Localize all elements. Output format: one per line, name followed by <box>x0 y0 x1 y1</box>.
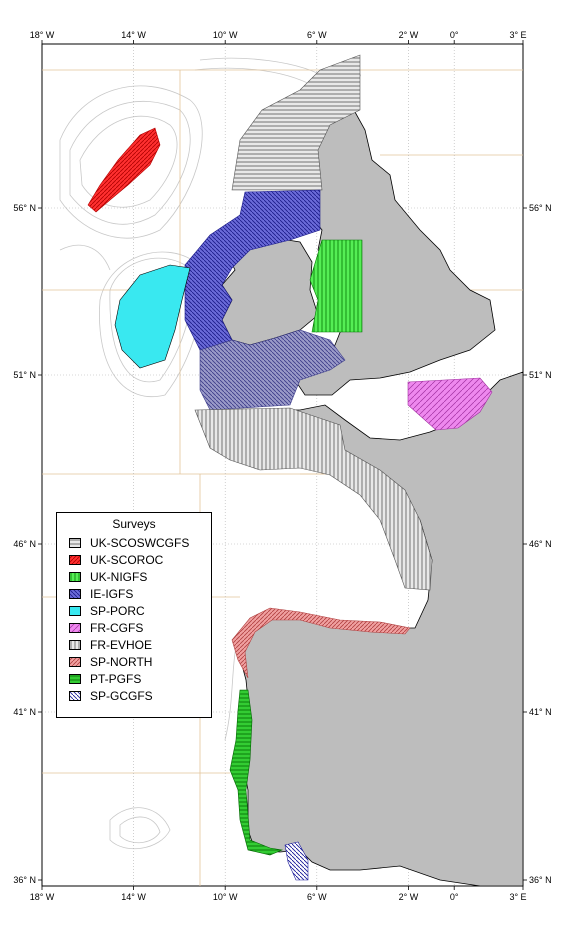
lon-label-bottom: 10° W <box>213 892 238 902</box>
legend-label: UK-NIGFS <box>90 570 148 584</box>
lat-label-left: 46° N <box>13 539 36 549</box>
legend: Surveys UK-SCOSWCGFS UK-SCOROC UK-NIGFS … <box>56 512 212 718</box>
lon-label-top: 3° E <box>509 30 526 40</box>
lon-label-bottom: 14° W <box>121 892 146 902</box>
lon-label-bottom: 2° W <box>399 892 419 902</box>
lat-label-left: 41° N <box>13 707 36 717</box>
area-sp-gcgfs <box>284 841 309 881</box>
lon-labels-bottom: 18° W 14° W 10° W 6° W 2° W 0° 3° E <box>30 892 527 902</box>
legend-item: UK-SCOSWCGFS <box>57 535 211 552</box>
axis-ticks <box>38 40 527 890</box>
lon-label-bottom: 6° W <box>307 892 327 902</box>
area-fr-evhoe <box>194 407 433 591</box>
swatch-grid-pink <box>69 623 81 633</box>
legend-item: UK-NIGFS <box>57 569 211 586</box>
lat-label-left: 36° N <box>13 875 36 885</box>
legend-label: PT-PGFS <box>90 672 142 686</box>
swatch-hlines-green <box>69 674 81 684</box>
lat-labels-right: 56° N 51° N 46° N 41° N 36° N <box>529 203 552 885</box>
legend-label: SP-NORTH <box>90 655 153 669</box>
lon-label-bottom: 18° W <box>30 892 55 902</box>
legend-item: PT-PGFS <box>57 671 211 688</box>
lon-label-bottom: 0° <box>450 892 459 902</box>
legend-item: SP-NORTH <box>57 654 211 671</box>
legend-label: IE-IGFS <box>90 587 134 601</box>
lon-label-top: 14° W <box>121 30 146 40</box>
legend-title: Surveys <box>112 517 156 531</box>
lat-label-right: 36° N <box>529 875 552 885</box>
legend-item: IE-IGFS <box>57 586 211 603</box>
legend-item: UK-SCOROC <box>57 552 211 569</box>
lat-label-right: 41° N <box>529 707 552 717</box>
area-pt-pgfs <box>229 689 284 856</box>
lat-label-left: 51° N <box>13 370 36 380</box>
survey-areas <box>87 54 493 881</box>
area-sp-north <box>231 607 411 679</box>
swatch-diag-pink <box>69 657 81 667</box>
area-sp-porc <box>114 264 191 369</box>
lat-label-left: 56° N <box>13 203 36 213</box>
area-uk-scoroc <box>87 127 161 213</box>
lon-label-bottom: 3° E <box>509 892 526 902</box>
legend-label: FR-EVHOE <box>90 638 153 652</box>
swatch-diag-red <box>69 555 81 565</box>
lat-label-right: 51° N <box>529 370 552 380</box>
swatch-antidiag-navy <box>69 691 81 701</box>
area-fr-cgfs <box>407 377 493 431</box>
lat-labels-left: 56° N 51° N 46° N 41° N 36° N <box>13 203 36 885</box>
legend-label: SP-GCGFS <box>90 689 153 703</box>
lon-label-top: 0° <box>450 30 459 40</box>
lon-label-top: 2° W <box>399 30 419 40</box>
legend-label: UK-SCOROC <box>90 553 164 567</box>
swatch-vlines-grey <box>69 640 81 650</box>
swatch-vlines-green <box>69 572 81 582</box>
lon-label-top: 18° W <box>30 30 55 40</box>
legend-label: FR-CGFS <box>90 621 144 635</box>
lat-label-right: 56° N <box>529 203 552 213</box>
area-uk-nigfs <box>309 239 363 333</box>
swatch-antidiag-blue <box>69 589 81 599</box>
lon-labels-top: 18° W 14° W 10° W 6° W 2° W 0° 3° E <box>30 30 527 40</box>
legend-label: UK-SCOSWCGFS <box>90 536 190 550</box>
swatch-hlines-grey <box>69 538 81 548</box>
lon-label-top: 6° W <box>307 30 327 40</box>
lon-label-top: 10° W <box>213 30 238 40</box>
legend-item: FR-CGFS <box>57 620 211 637</box>
lat-label-right: 46° N <box>529 539 552 549</box>
legend-item: FR-EVHOE <box>57 637 211 654</box>
swatch-solid-cyan <box>69 606 81 616</box>
legend-label: SP-PORC <box>90 604 145 618</box>
legend-item: SP-PORC <box>57 603 211 620</box>
legend-item: SP-GCGFS <box>57 688 211 705</box>
